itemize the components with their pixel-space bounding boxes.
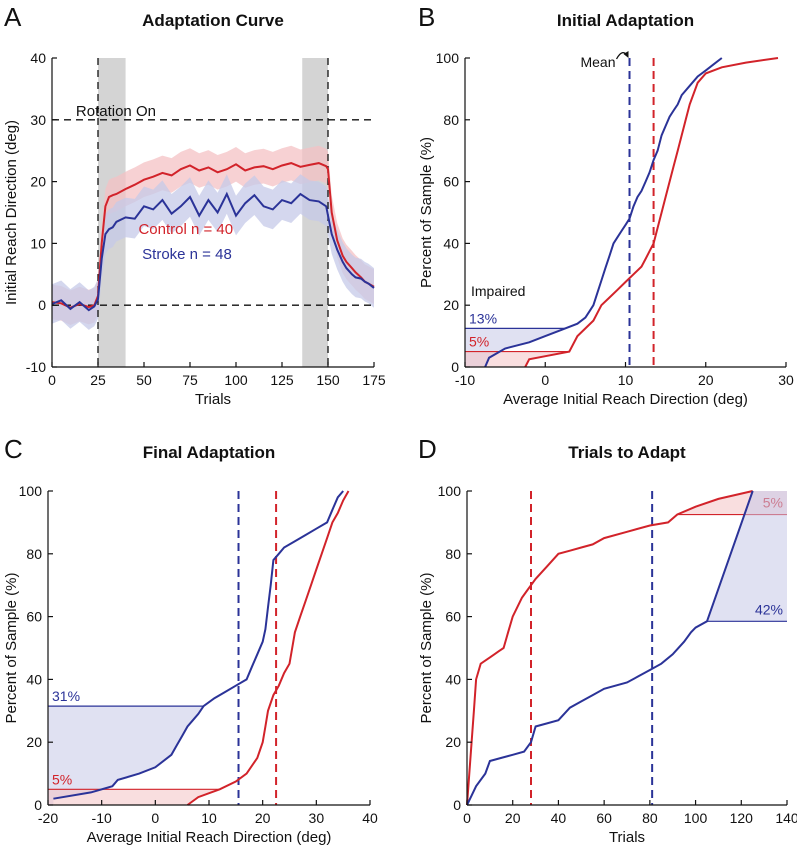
series-line-stroke xyxy=(51,191,375,312)
y-tick-label: 20 xyxy=(26,734,42,750)
impaired-percent-label: 5% xyxy=(52,771,72,787)
x-tick-label: 10 xyxy=(618,372,634,388)
cdf-line-stroke xyxy=(53,490,344,800)
y-tick-label: 40 xyxy=(443,235,459,251)
error-band-stroke xyxy=(52,174,374,330)
x-axis-label-B: Average Initial Reach Direction (deg) xyxy=(503,391,748,408)
cdf-line-control xyxy=(466,490,753,806)
x-tick-label: 120 xyxy=(730,810,754,826)
cdf-line-control xyxy=(524,57,779,368)
panel-A: Rotation On Control n = 40 Stroke n = 48 0 2… xyxy=(3,2,386,408)
impaired-percent-label: 42% xyxy=(755,601,783,617)
x-tick-label: 150 xyxy=(316,372,340,388)
panel-title-D: Trials to Adapt xyxy=(568,443,686,462)
x-axis-label-C: Average Initial Reach Direction (deg) xyxy=(87,829,332,846)
panel-letter-A: A xyxy=(4,2,22,32)
panel-letter-B: B xyxy=(418,2,435,32)
x-tick-label: 25 xyxy=(90,372,106,388)
y-axis-label-A: Initial Reach Direction (deg) xyxy=(3,120,20,305)
y-tick-label: 0 xyxy=(453,797,461,813)
x-tick-label: 30 xyxy=(778,372,794,388)
x-tick-label: 125 xyxy=(270,372,294,388)
impaired-percent-label: 13% xyxy=(469,310,497,326)
y-tick-label: 40 xyxy=(445,671,461,687)
x-tick-label: -10 xyxy=(455,372,475,388)
panel-D: 5%42%020406080100120140020406080100Trial… xyxy=(418,434,797,846)
y-tick-label: 10 xyxy=(30,235,46,251)
x-tick-label: 60 xyxy=(596,810,612,826)
x-tick-label: 50 xyxy=(136,372,152,388)
y-tick-label: 40 xyxy=(30,50,46,66)
x-axis-label-A: Trials xyxy=(195,391,231,408)
x-tick-label: 175 xyxy=(362,372,386,388)
mean-label: Mean xyxy=(580,54,615,70)
x-axis-label-D: Trials xyxy=(609,829,645,846)
y-tick-label: 40 xyxy=(26,671,42,687)
series-line-control xyxy=(51,162,375,309)
x-tick-label: 140 xyxy=(775,810,797,826)
panel-title-B: Initial Adaptation xyxy=(557,11,694,30)
mean-arrowhead xyxy=(623,51,629,58)
cdf-line-stroke xyxy=(484,57,723,368)
annotation-2: Stroke n = 48 xyxy=(142,246,232,263)
y-tick-label: 80 xyxy=(445,546,461,562)
y-tick-label: 20 xyxy=(30,174,46,190)
y-tick-label: 60 xyxy=(445,609,461,625)
panel-letter-D: D xyxy=(418,434,437,464)
impaired-percent-label: 5% xyxy=(469,334,489,350)
x-tick-label: 100 xyxy=(684,810,708,826)
y-axis-label-B: Percent of Sample (%) xyxy=(418,137,435,288)
y-tick-label: -10 xyxy=(26,359,46,375)
y-axis-label-C: Percent of Sample (%) xyxy=(3,573,20,724)
y-tick-label: 100 xyxy=(436,50,460,66)
y-tick-label: 80 xyxy=(443,112,459,128)
y-tick-label: 60 xyxy=(443,174,459,190)
error-band-control xyxy=(52,145,374,325)
x-tick-label: 10 xyxy=(201,810,217,826)
x-tick-label: 75 xyxy=(182,372,198,388)
x-tick-label: -10 xyxy=(92,810,112,826)
x-tick-label: 20 xyxy=(255,810,271,826)
panel-C: 31% 5% -20 -10 0 10 20 30 40 0 20 40 60 80 100 Average … xyxy=(3,434,378,846)
y-tick-label: 0 xyxy=(451,359,459,375)
y-tick-label: 100 xyxy=(19,483,43,499)
impaired-region-stroke xyxy=(48,706,204,805)
y-tick-label: 100 xyxy=(438,483,462,499)
x-tick-label: 100 xyxy=(224,372,248,388)
impaired-region-control xyxy=(48,789,220,805)
impaired-label: Impaired xyxy=(471,283,525,299)
y-tick-label: 80 xyxy=(26,546,42,562)
y-tick-label: 60 xyxy=(26,609,42,625)
x-tick-label: 0 xyxy=(151,810,159,826)
y-axis-label-D: Percent of Sample (%) xyxy=(418,573,435,724)
x-tick-label: 0 xyxy=(48,372,56,388)
x-tick-label: 0 xyxy=(463,810,471,826)
x-tick-label: 40 xyxy=(362,810,378,826)
panel-title-C: Final Adaptation xyxy=(143,443,276,462)
y-tick-label: 0 xyxy=(38,297,46,313)
x-tick-label: 20 xyxy=(505,810,521,826)
panel-letter-C: C xyxy=(4,434,23,464)
impaired-percent-label: 31% xyxy=(52,688,80,704)
annotation-0: Rotation On xyxy=(76,103,156,120)
x-tick-label: 30 xyxy=(309,810,325,826)
y-tick-label: 20 xyxy=(445,734,461,750)
y-tick-label: 20 xyxy=(443,297,459,313)
x-tick-label: -20 xyxy=(38,810,58,826)
y-tick-label: 30 xyxy=(30,112,46,128)
cdf-line-control xyxy=(186,490,350,806)
cdf-line-stroke xyxy=(466,490,754,806)
x-tick-label: 20 xyxy=(698,372,714,388)
x-tick-label: 80 xyxy=(642,810,658,826)
panel-title-A: Adaptation Curve xyxy=(142,11,284,30)
y-tick-label: 0 xyxy=(34,797,42,813)
annotation-1: Control n = 40 xyxy=(138,221,233,238)
x-tick-label: 40 xyxy=(551,810,567,826)
x-tick-label: 0 xyxy=(541,372,549,388)
impaired-region-stroke xyxy=(707,491,787,622)
